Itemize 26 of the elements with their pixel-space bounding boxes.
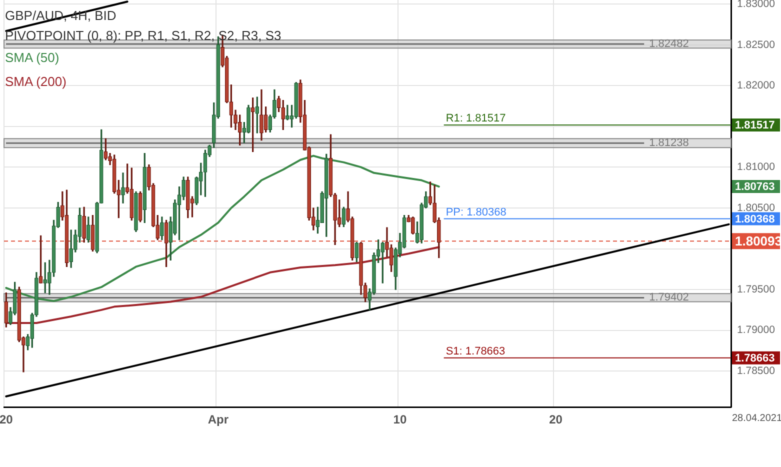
x-tick-label: 10 [393, 412, 407, 427]
ref-line-label: PP: 1.80368 [446, 206, 506, 218]
y-tick-label: 1.80500 [737, 202, 776, 214]
y-tick-label: 1.78500 [737, 365, 776, 378]
band-label: 1.81238 [649, 137, 689, 150]
y-tick-label: 1.79500 [737, 283, 776, 296]
text: SMA (200) [5, 74, 66, 90]
x-tick-label: Apr [208, 412, 229, 427]
x-tick-label: 20 [549, 412, 563, 427]
text: SMA (50) [5, 50, 60, 66]
ref-line-label: R1: 1.81517 [446, 112, 506, 125]
candlestick [121, 172, 125, 204]
band-label: 1.82482 [649, 38, 689, 50]
band-label: 1.79402 [649, 292, 689, 304]
x-tick-label: 20 [0, 412, 14, 427]
y-tick-label: 1.82500 [737, 38, 776, 51]
text: 1.80368 [735, 213, 775, 226]
text: PIVOTPOINT (0, 8): PP, R1, S1, R2, S2, R3, S3 [5, 28, 282, 44]
y-tick-label: 1.81000 [737, 161, 776, 174]
ref-line-label: S1: 1.78663 [446, 345, 506, 358]
y-tick-label: 1.79000 [737, 324, 776, 336]
text: 1.81517 [735, 120, 775, 132]
y-tick-label: 1.82000 [737, 80, 776, 92]
text: 1.78663 [735, 352, 775, 364]
text: 1.80763 [735, 181, 775, 194]
y-tick-label: 1.83000 [737, 0, 776, 10]
